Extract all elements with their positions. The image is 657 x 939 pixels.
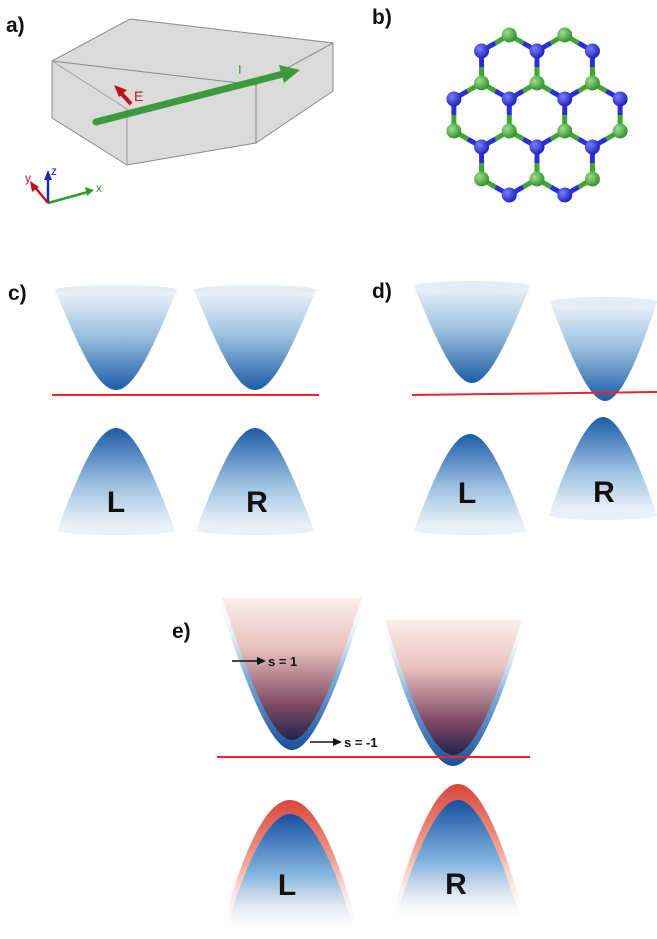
lattice-atom-blue	[501, 91, 517, 107]
spin-up-label: s = 1	[268, 654, 297, 669]
lattice-atom-green	[584, 75, 600, 91]
lattice-atom-blue	[612, 91, 628, 107]
conduction-band-right	[381, 620, 526, 766]
conduction-band-left	[55, 285, 177, 390]
valence-band-left	[57, 428, 175, 535]
lattice-atom-green	[501, 27, 517, 43]
valley-label-right: R	[246, 486, 268, 519]
valley-label-left: L	[458, 477, 476, 510]
conduction-band-right	[194, 285, 316, 390]
valence-band-right	[391, 784, 525, 920]
panel-a-label: a)	[6, 14, 25, 37]
lattice-atom-green	[446, 123, 462, 139]
valence-band-left	[222, 800, 358, 930]
panel-e: e) s = 1 s = -1	[172, 598, 530, 930]
valence-band-right	[549, 417, 657, 520]
lattice-atom-green	[474, 75, 490, 91]
lattice-atom-blue	[584, 139, 600, 155]
panel-c: c) L R	[8, 282, 319, 535]
spin-down-label: s = -1	[344, 735, 378, 750]
spin-up-arrow	[232, 657, 266, 665]
lattice-atom-blue	[584, 43, 600, 59]
lattice-atom-green	[557, 123, 573, 139]
lattice-atom-blue	[446, 91, 462, 107]
axis-z-label: z	[51, 164, 57, 178]
axis-triad	[30, 170, 94, 205]
lattice-atom-blue	[557, 91, 573, 107]
valence-band-left	[414, 434, 526, 535]
field-arrow	[114, 85, 133, 106]
lattice-atom-green	[474, 171, 490, 187]
panel-e-label: e)	[172, 620, 191, 643]
lattice-atom-green	[584, 171, 600, 187]
panel-c-label: c)	[8, 282, 27, 305]
lattice-atom-blue	[474, 139, 490, 155]
conduction-band-right	[550, 297, 657, 401]
valley-label-right: R	[445, 868, 467, 901]
lattice-atom-green	[612, 123, 628, 139]
axis-x-label: x	[96, 181, 102, 195]
slab-box	[51, 18, 334, 166]
honeycomb-lattice	[446, 27, 628, 203]
valley-label-right: R	[593, 476, 615, 509]
panel-d-label: d)	[372, 280, 392, 303]
panel-a: a) I E x y z	[6, 14, 334, 205]
fermi-level-line	[411, 391, 657, 396]
current-label: I	[238, 62, 242, 77]
panel-d: d) L R	[372, 280, 657, 535]
lattice-atom-blue	[474, 43, 490, 59]
conduction-band-left	[414, 281, 530, 383]
panel-b: b)	[372, 6, 628, 203]
lattice-atom-blue	[557, 187, 573, 203]
lattice-atom-blue	[529, 139, 545, 155]
field-label: E	[134, 88, 143, 104]
lattice-atom-blue	[529, 43, 545, 59]
valence-band-right	[196, 428, 314, 535]
current-arrow	[92, 65, 300, 126]
spin-down-arrow	[310, 738, 342, 746]
valley-label-left: L	[107, 486, 125, 519]
lattice-atom-green	[529, 75, 545, 91]
panel-b-label: b)	[372, 6, 392, 29]
conduction-band-left	[218, 598, 366, 750]
axis-y-label: y	[25, 171, 31, 185]
lattice-atom-blue	[501, 187, 517, 203]
lattice-atom-green	[501, 123, 517, 139]
lattice-atom-green	[529, 171, 545, 187]
valley-label-left: L	[278, 869, 296, 902]
lattice-atom-green	[557, 27, 573, 43]
